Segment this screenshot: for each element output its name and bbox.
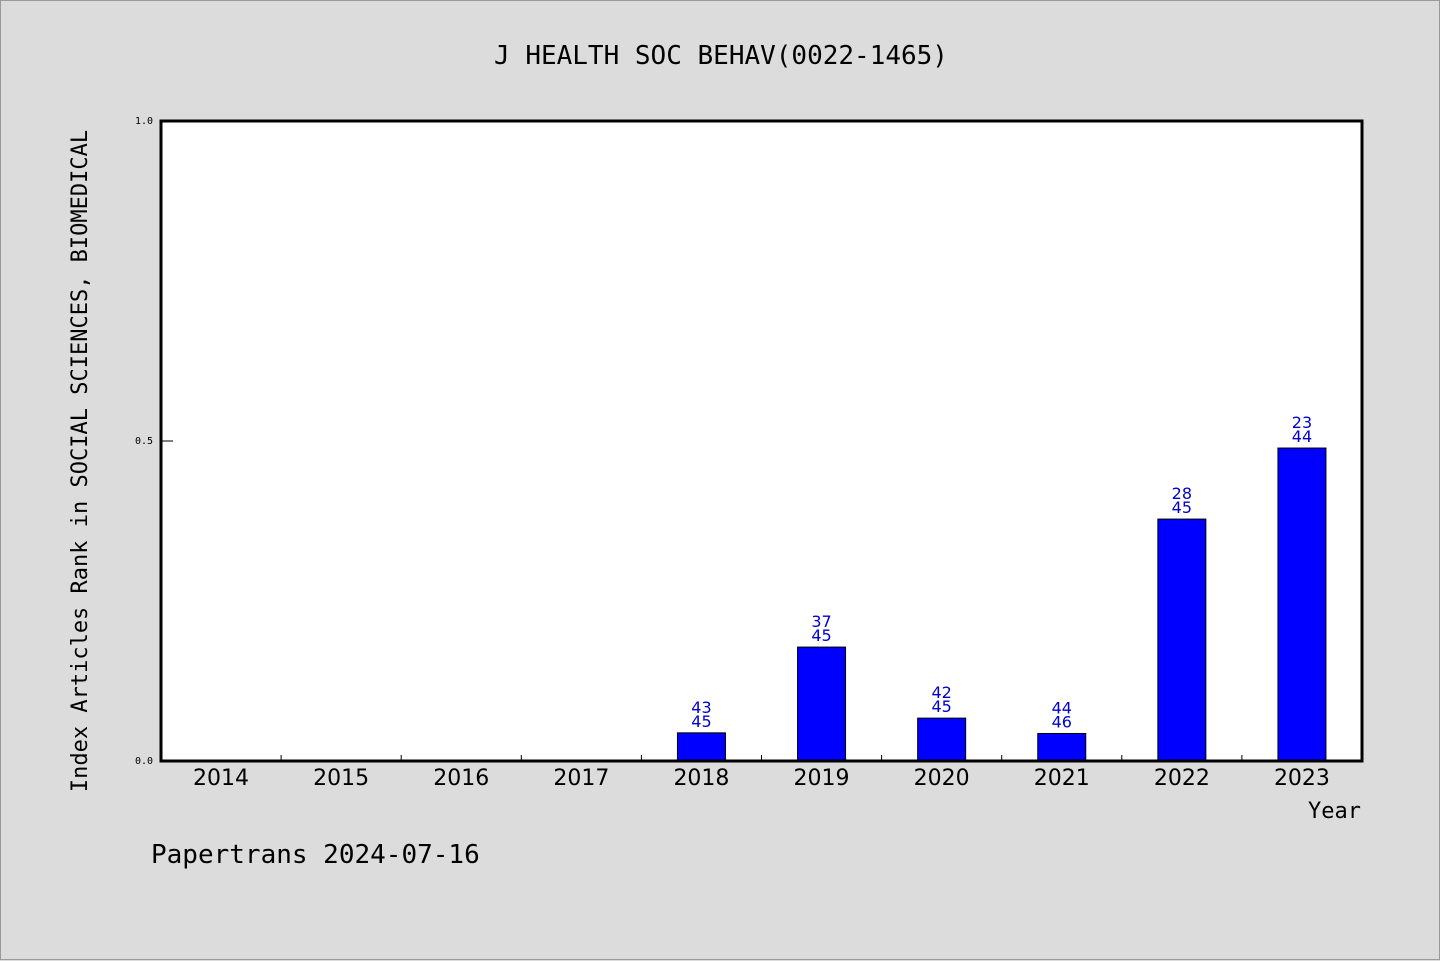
bar	[797, 646, 847, 762]
bar-label-total: 44	[1292, 427, 1312, 446]
x-tick-label: 2022	[1154, 766, 1210, 791]
chart-title: J HEALTH SOC BEHAV(0022-1465)	[494, 41, 948, 71]
bar-label-total: 45	[811, 626, 831, 645]
y-axis-label: Index Articles Rank in SOCIAL SCIENCES, …	[68, 130, 93, 792]
x-tick-label: 2021	[1034, 766, 1090, 791]
x-tick-label: 2014	[193, 766, 249, 791]
bar-label-rank: 42	[931, 683, 951, 702]
x-axis-label: Year	[1308, 799, 1361, 824]
bar	[1277, 447, 1327, 762]
bar-label-total: 46	[1052, 712, 1072, 731]
bar	[1157, 518, 1207, 762]
bar-label-rank: 37	[811, 612, 831, 631]
x-tick-label: 2019	[794, 766, 850, 791]
x-tick-label: 2023	[1274, 766, 1330, 791]
y-tick-label: 0.0	[135, 756, 153, 767]
plot-border	[159, 119, 1364, 763]
x-tick-label: 2020	[914, 766, 970, 791]
bar-label-total: 45	[931, 697, 951, 716]
bar	[676, 732, 726, 762]
bar	[1037, 732, 1087, 762]
bar-label-total: 45	[691, 712, 711, 731]
y-tick-label: 0.5	[135, 436, 153, 447]
bar-label-rank: 44	[1052, 698, 1072, 717]
x-tick-label: 2015	[313, 766, 369, 791]
x-tick-label: 2018	[673, 766, 729, 791]
bar	[917, 717, 967, 762]
x-tick-label: 2017	[553, 766, 609, 791]
bar-label-total: 45	[1172, 498, 1192, 517]
bar-label-rank: 43	[691, 698, 711, 717]
footer-credit: Papertrans 2024-07-16	[151, 840, 480, 870]
x-tick-label: 2016	[433, 766, 489, 791]
y-tick-label: 1.0	[135, 116, 153, 127]
bar-label-rank: 28	[1172, 484, 1192, 503]
bar-label-rank: 23	[1292, 413, 1312, 432]
